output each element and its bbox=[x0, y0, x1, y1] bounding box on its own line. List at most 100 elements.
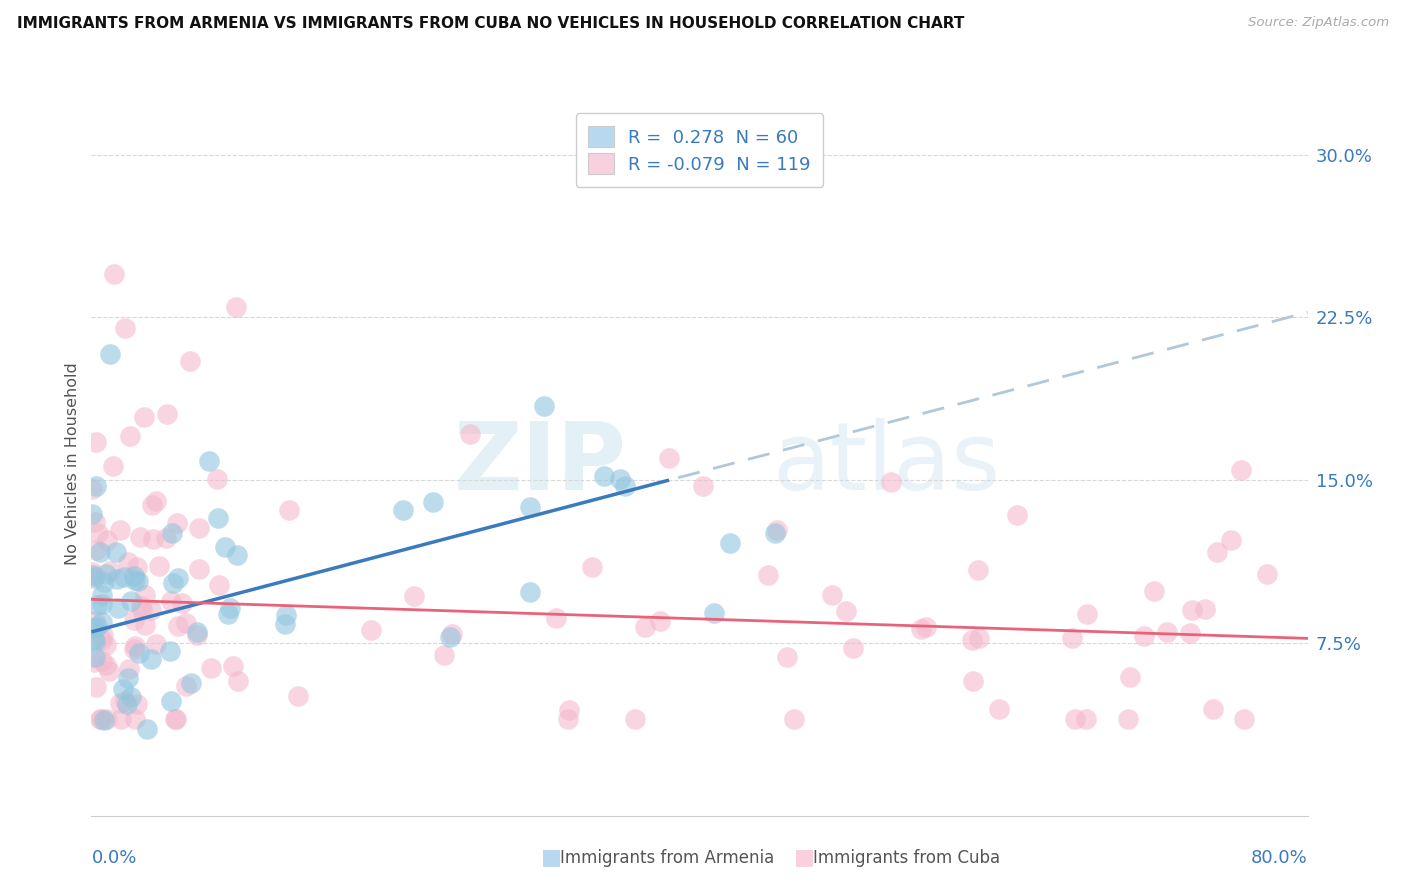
Point bbox=[86, 618, 108, 632]
Point bbox=[1116, 712, 1139, 726]
Point bbox=[162, 526, 184, 541]
Point bbox=[910, 622, 932, 636]
Point bbox=[225, 300, 247, 314]
Point bbox=[1206, 545, 1229, 559]
Point bbox=[83, 621, 105, 635]
Point bbox=[90, 588, 112, 602]
Point bbox=[135, 723, 157, 737]
Point bbox=[148, 559, 170, 574]
Point bbox=[1005, 508, 1028, 522]
Point bbox=[533, 399, 555, 413]
Point bbox=[129, 599, 152, 613]
Point bbox=[110, 712, 132, 726]
Point bbox=[634, 620, 657, 634]
Point bbox=[763, 525, 786, 540]
Point bbox=[84, 614, 107, 628]
Point bbox=[458, 426, 481, 441]
Point bbox=[440, 627, 463, 641]
Point bbox=[1143, 583, 1166, 598]
Point bbox=[128, 530, 150, 544]
Point bbox=[225, 548, 247, 562]
Point bbox=[114, 321, 136, 335]
Point bbox=[821, 587, 844, 601]
Point bbox=[967, 563, 990, 577]
Point bbox=[187, 521, 209, 535]
Text: IMMIGRANTS FROM ARMENIA VS IMMIGRANTS FROM CUBA NO VEHICLES IN HOUSEHOLD CORRELA: IMMIGRANTS FROM ARMENIA VS IMMIGRANTS FR… bbox=[17, 16, 965, 31]
Point bbox=[1202, 702, 1225, 716]
Point bbox=[1229, 463, 1251, 477]
Point bbox=[186, 628, 208, 642]
Point bbox=[776, 649, 799, 664]
Point bbox=[134, 410, 156, 425]
Point bbox=[1074, 712, 1097, 726]
Point bbox=[167, 571, 190, 585]
Point bbox=[83, 655, 105, 669]
Point bbox=[287, 689, 309, 703]
Point bbox=[703, 606, 725, 620]
Point bbox=[166, 516, 188, 530]
Point bbox=[198, 454, 221, 468]
Point bbox=[658, 451, 681, 466]
Point bbox=[880, 475, 903, 490]
Point bbox=[114, 569, 136, 583]
Point bbox=[120, 429, 142, 443]
Point bbox=[124, 640, 146, 654]
Point bbox=[145, 637, 167, 651]
Point bbox=[176, 616, 198, 631]
Point bbox=[94, 566, 117, 581]
Point bbox=[167, 618, 190, 632]
Point bbox=[159, 644, 181, 658]
Point bbox=[218, 601, 240, 615]
Point bbox=[1233, 712, 1256, 726]
Point bbox=[131, 603, 153, 617]
Point bbox=[160, 694, 183, 708]
Point bbox=[124, 712, 146, 726]
Point bbox=[134, 588, 156, 602]
Point bbox=[83, 571, 105, 585]
Point bbox=[519, 584, 541, 599]
Point bbox=[165, 712, 187, 726]
Text: atlas: atlas bbox=[772, 417, 1001, 510]
Text: Source: ZipAtlas.com: Source: ZipAtlas.com bbox=[1249, 16, 1389, 29]
Point bbox=[93, 574, 115, 589]
Point bbox=[180, 675, 202, 690]
Point bbox=[141, 498, 163, 512]
Point bbox=[360, 623, 382, 637]
Point bbox=[544, 611, 567, 625]
Point bbox=[174, 679, 197, 693]
Point bbox=[96, 657, 118, 672]
Point bbox=[117, 555, 139, 569]
Point bbox=[90, 597, 112, 611]
Point bbox=[86, 598, 108, 612]
Point bbox=[1219, 533, 1241, 547]
Point bbox=[128, 647, 150, 661]
Text: 0.0%: 0.0% bbox=[91, 849, 136, 867]
Point bbox=[98, 564, 121, 578]
Point bbox=[217, 607, 239, 621]
Point bbox=[609, 472, 631, 486]
Point bbox=[89, 544, 111, 558]
Point bbox=[93, 628, 115, 642]
Point bbox=[127, 560, 149, 574]
Point bbox=[1133, 629, 1156, 643]
Point bbox=[557, 712, 579, 726]
Text: Immigrants from Cuba: Immigrants from Cuba bbox=[813, 849, 1000, 867]
Point bbox=[84, 635, 107, 649]
Point bbox=[86, 435, 108, 450]
Point bbox=[766, 524, 789, 538]
Point bbox=[179, 354, 201, 368]
Point bbox=[98, 664, 121, 678]
Point bbox=[134, 617, 156, 632]
Point bbox=[103, 267, 125, 281]
Point bbox=[80, 482, 103, 496]
Point bbox=[142, 532, 165, 546]
Point bbox=[200, 661, 222, 675]
Point bbox=[207, 511, 229, 525]
Point bbox=[120, 690, 142, 704]
Point bbox=[222, 658, 245, 673]
Point bbox=[1062, 631, 1084, 645]
Point bbox=[101, 459, 124, 474]
Point bbox=[110, 696, 132, 710]
Point bbox=[433, 648, 456, 662]
Point bbox=[108, 523, 131, 537]
